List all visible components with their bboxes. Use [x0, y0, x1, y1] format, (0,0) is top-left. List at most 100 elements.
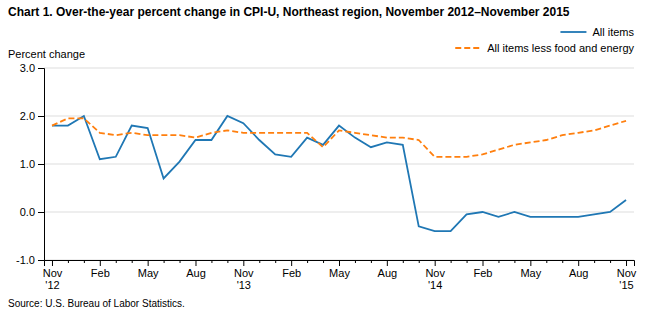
tick-mark [243, 260, 244, 266]
tick-mark [355, 260, 356, 263]
tick-label-line: May [329, 267, 350, 279]
legend-item: All items [560, 26, 634, 38]
tick-mark [38, 116, 44, 117]
grid [44, 68, 634, 260]
tick: Feb [282, 260, 301, 279]
tick [419, 260, 420, 263]
legend-label: All items less food and energy [487, 42, 634, 54]
legend: All items All items less food and energy [455, 26, 634, 54]
tick-mark [38, 68, 44, 69]
tick: Nov'12 [43, 260, 63, 291]
tick-label-line: Nov [43, 267, 63, 279]
tick-mark [211, 260, 212, 263]
tick-mark [530, 260, 531, 266]
tick-label: Nov'14 [425, 267, 445, 291]
x-axis: Nov'12FebMayAugNov'13FebMayAugNov'14FebM… [43, 260, 637, 291]
tick-mark [562, 260, 563, 263]
tick-mark [594, 260, 595, 263]
tick-label: Feb [282, 267, 301, 279]
tick-mark [339, 260, 340, 266]
tick [546, 260, 547, 263]
tick-mark [259, 260, 260, 263]
tick [355, 260, 356, 263]
source: Source: U.S. Bureau of Labor Statistics. [8, 298, 185, 309]
plot: -1.00.01.02.03.0Nov'12FebMayAugNov'13Feb… [16, 62, 637, 291]
tick [514, 260, 515, 263]
tick-mark [291, 260, 292, 266]
tick [323, 260, 324, 263]
tick-mark [132, 260, 133, 263]
tick-mark [84, 260, 85, 263]
tick-label: Nov'13 [234, 267, 254, 291]
line [52, 118, 626, 156]
tick-label: Nov'12 [43, 267, 63, 291]
tick [227, 260, 228, 263]
chart: Chart 1. Over-the-year percent change in… [0, 0, 650, 312]
tick [498, 260, 499, 263]
tick [116, 260, 117, 263]
axis-line [45, 261, 635, 267]
tick-label-line: Feb [91, 267, 110, 279]
tick [180, 260, 181, 263]
title: Chart 1. Over-the-year percent change in… [8, 5, 570, 19]
tick-mark [387, 260, 388, 266]
tick: -1.0 [16, 254, 44, 266]
tick: Nov'15 [617, 260, 637, 291]
tick-mark [227, 260, 228, 263]
tick-mark [626, 260, 627, 266]
grid-line [44, 164, 634, 165]
tick-label-line: Aug [186, 267, 206, 279]
tick-label-line: '14 [428, 279, 442, 291]
tick: May [138, 260, 159, 279]
tick-mark [148, 260, 149, 266]
tick-mark [451, 260, 452, 263]
tick-label-line: Aug [378, 267, 398, 279]
grid-line [44, 212, 634, 213]
axis-line [38, 69, 45, 261]
tick [562, 260, 563, 263]
tick-mark [116, 260, 117, 263]
tick-mark [100, 260, 101, 266]
tick-label: 0.0 [20, 206, 35, 218]
tick-mark [275, 260, 276, 263]
tick-mark [435, 260, 436, 266]
tick-mark [195, 260, 196, 266]
tick [275, 260, 276, 263]
tick: Aug [378, 260, 398, 279]
tick-mark [514, 260, 515, 263]
tick [371, 260, 372, 263]
tick: 2.0 [20, 110, 44, 122]
tick-mark [307, 260, 308, 263]
tick [307, 260, 308, 263]
tick [467, 260, 468, 263]
tick-mark [38, 260, 44, 261]
tick-label: May [520, 267, 541, 279]
tick: 1.0 [20, 158, 44, 170]
tick-label: Aug [186, 267, 206, 279]
tick-label-line: Aug [569, 267, 589, 279]
tick [164, 260, 165, 263]
y-axis: -1.00.01.02.03.0 [16, 62, 44, 266]
tick-mark [483, 260, 484, 266]
tick-mark [467, 260, 468, 263]
y-axis-label: Percent change [8, 48, 85, 60]
tick-label-line: May [520, 267, 541, 279]
tick: Aug [186, 260, 206, 279]
tick-label: May [138, 267, 159, 279]
tick [594, 260, 595, 263]
grid-line [44, 68, 634, 69]
legend-label: All items [592, 26, 634, 38]
tick-label-line: '15 [619, 279, 633, 291]
tick: Feb [474, 260, 493, 279]
tick-mark [498, 260, 499, 263]
tick [68, 260, 69, 263]
tick [610, 260, 611, 263]
tick-mark [323, 260, 324, 263]
tick [211, 260, 212, 263]
tick-mark [578, 260, 579, 266]
tick-label-line: Feb [474, 267, 493, 279]
tick: Aug [569, 260, 589, 279]
tick-mark [610, 260, 611, 263]
tick [451, 260, 452, 263]
tick-mark [371, 260, 372, 263]
